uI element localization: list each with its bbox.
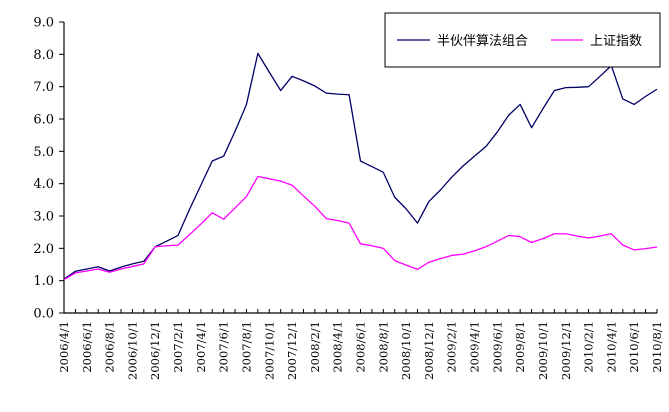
x-tick-label: 2009/10/1 [536,321,550,380]
axes: 0.0 1.0 2.0 3.0 4.0 5.0 6.0 7.0 8.0 9.0 2006/4/1 20… [33,16,664,380]
y-tick-label: 7.0 [33,80,54,95]
x-tick-label: 2008/6/1 [354,321,368,373]
x-tick-label: 2007/4/1 [194,321,208,373]
x-tick-label: 2006/4/1 [57,321,71,373]
y-tick-label: 2.0 [33,242,54,257]
x-tick-label: 2009/2/1 [445,321,459,373]
x-tick-label: 2010/2/1 [582,321,596,373]
y-tick-label: 6.0 [33,113,54,128]
y-tick-label: 4.0 [33,177,54,192]
x-tick-label: 2010/4/1 [604,321,618,373]
y-tick-label: 1.0 [33,274,54,289]
y-tick-label: 0.0 [33,307,54,322]
x-tick-label: 2006/12/1 [148,321,162,380]
x-tick-label: 2007/6/1 [217,321,231,373]
x-tick-label: 2010/6/1 [627,321,641,373]
x-tick-label: 2008/10/1 [399,321,413,380]
x-tick-label: 2008/2/1 [308,321,322,373]
y-tick-label: 5.0 [33,145,54,160]
x-tick-label: 2007/12/1 [285,321,299,380]
y-tick-label: 9.0 [33,16,54,31]
x-tick-label: 2006/6/1 [80,321,94,373]
x-tick-label: 2007/2/1 [171,321,185,373]
x-tick-label: 2009/6/1 [490,321,504,373]
x-tick-label: 2009/4/1 [468,321,482,373]
legend-box [384,12,661,68]
x-tick-label: 2008/4/1 [331,321,345,373]
series-line-index [63,175,658,281]
x-tick-label: 2007/10/1 [262,321,276,380]
x-tick-label: 2009/12/1 [559,321,573,380]
legend-label: 半伙伴算法组合 [437,34,528,49]
series-line-portfolio [63,52,658,280]
legend-label: 上证指数 [590,34,642,49]
x-tick-label: 2009/8/1 [513,321,527,373]
x-tick-label: 2010/8/1 [650,321,664,373]
series-lines [63,52,658,281]
y-tick-label: 3.0 [33,210,54,225]
x-tick-label: 2008/12/1 [422,321,436,380]
x-tick-label: 2008/8/1 [376,321,390,373]
legend: 半伙伴算法组合 上证指数 [384,12,661,68]
x-tick-label: 2006/8/1 [103,321,117,373]
y-tick-label: 8.0 [33,48,54,63]
x-tick-label: 2007/8/1 [239,321,253,373]
x-tick-label: 2006/10/1 [125,321,139,380]
